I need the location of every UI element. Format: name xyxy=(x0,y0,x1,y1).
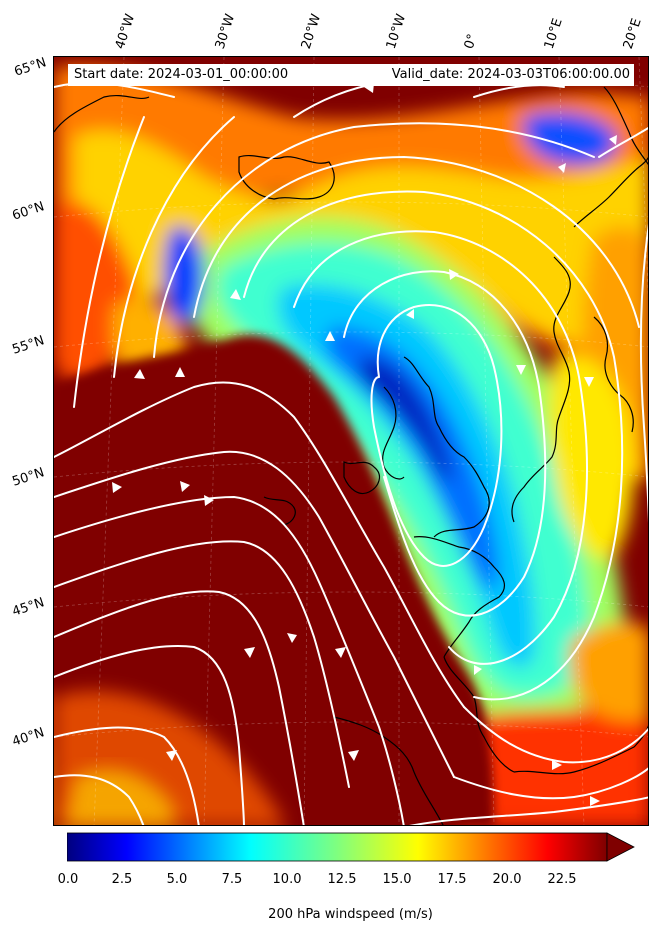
map-panel xyxy=(53,56,649,826)
start-date-label: Start date: 2024-03-01_00:00:00 xyxy=(74,67,289,82)
colorbar-tick-3: 7.5 xyxy=(221,872,243,887)
lon-label-10e: 10°E xyxy=(541,16,566,51)
colorbar-tick-4: 10.0 xyxy=(272,872,302,887)
colorbar-tick-8: 20.0 xyxy=(492,872,522,887)
colorbar-title: 200 hPa windspeed (m/s) xyxy=(268,907,433,922)
lat-label-60n: 60°N xyxy=(10,199,47,224)
lat-label-45n: 45°N xyxy=(10,595,47,620)
lon-label-20w: 20°W xyxy=(298,12,325,51)
lat-label-50n: 50°N xyxy=(10,465,47,490)
colorbar-tick-6: 15.0 xyxy=(382,872,412,887)
lon-label-10w: 10°W xyxy=(383,12,410,51)
lon-label-0: 0° xyxy=(461,32,481,51)
coastlines xyxy=(54,86,648,825)
colorbar-tick-2: 5.0 xyxy=(166,872,188,887)
colorbar-tick-1: 2.5 xyxy=(111,872,133,887)
colorbar xyxy=(67,832,635,862)
lat-label-65n: 65°N xyxy=(12,55,49,80)
windspeed-field xyxy=(54,65,648,825)
colorbar-tick-9: 22.5 xyxy=(547,872,577,887)
streamline-arrows xyxy=(112,83,617,806)
run-info-box: Start date: 2024-03-01_00:00:00 Valid_da… xyxy=(68,64,634,86)
streamlines xyxy=(54,81,648,825)
jet-core xyxy=(54,335,494,825)
lon-label-40w: 40°W xyxy=(112,12,139,51)
colorbar-tick-5: 12.5 xyxy=(327,872,357,887)
colorbar-gradient xyxy=(67,832,608,862)
lon-label-30w: 30°W xyxy=(212,12,239,51)
lat-label-55n: 55°N xyxy=(10,333,47,358)
valid-date-label: Valid_date: 2024-03-03T06:00:00.00 xyxy=(391,67,630,82)
colorbar-tick-7: 17.5 xyxy=(437,872,467,887)
colorbar-tick-0: 0.0 xyxy=(57,872,79,887)
windspeed-map xyxy=(54,57,648,825)
lon-label-20e: 20°E xyxy=(620,16,645,51)
lat-label-40n: 40°N xyxy=(10,725,47,750)
colorbar-extend-arrow xyxy=(606,832,635,862)
